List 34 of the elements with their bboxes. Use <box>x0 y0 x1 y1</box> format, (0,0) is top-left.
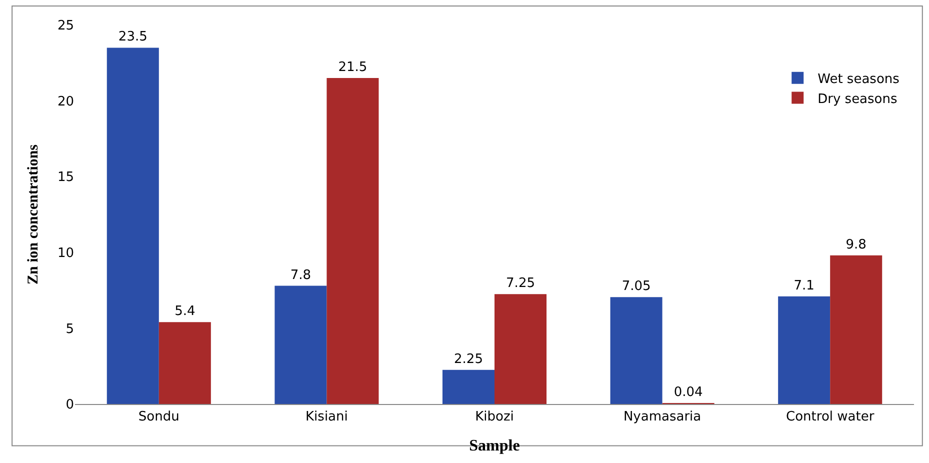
y-axis-title: Zn ion concentrations <box>26 144 42 285</box>
data-label: 23.5 <box>118 30 148 45</box>
data-label: 7.8 <box>290 268 312 283</box>
y-tick-label: 15 <box>57 170 74 186</box>
bar <box>778 296 830 404</box>
bar <box>610 297 662 404</box>
data-label: 0.04 <box>674 385 703 400</box>
bar <box>494 294 547 404</box>
x-axis-title: Sample <box>469 437 520 454</box>
y-tick-label: 10 <box>57 246 74 261</box>
data-label: 9.8 <box>846 237 866 252</box>
data-label: 7.25 <box>506 276 535 292</box>
x-tick-label: Control water <box>786 410 875 425</box>
bar <box>106 48 159 404</box>
x-tick-label: Kibozi <box>475 410 514 425</box>
bar <box>274 286 327 404</box>
x-tick-label: Kisiani <box>306 410 348 425</box>
data-label: 2.25 <box>454 352 483 367</box>
bar <box>326 78 379 404</box>
x-tick-label: Sondu <box>138 410 180 425</box>
y-tick-label: 0 <box>66 398 74 413</box>
bar <box>830 255 882 404</box>
y-tick-label: 5 <box>66 322 74 337</box>
legend-label: Dry seasons <box>818 92 898 107</box>
bar <box>442 370 494 404</box>
y-tick-label: 20 <box>57 94 74 110</box>
data-label: 7.1 <box>794 278 814 294</box>
x-tick-label: Nyamasaria <box>623 410 702 425</box>
data-label: 7.05 <box>622 279 651 294</box>
bar <box>158 322 211 404</box>
legend-label: Wet seasons <box>818 72 900 87</box>
data-label: 5.4 <box>174 304 196 320</box>
y-tick-label: 25 <box>57 18 74 34</box>
data-label: 21.5 <box>338 60 368 76</box>
